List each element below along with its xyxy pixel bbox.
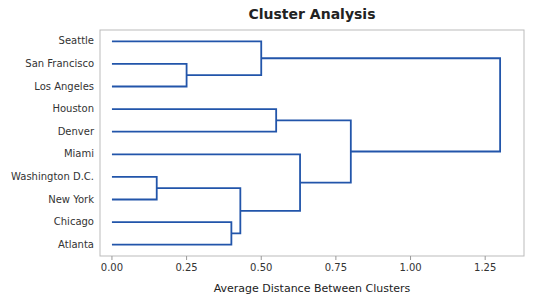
x-tick	[261, 256, 262, 260]
x-tick-label: 0.25	[175, 262, 197, 273]
x-tick	[111, 256, 112, 260]
x-tick-label: 0.50	[250, 262, 272, 273]
cluster-link	[261, 58, 500, 151]
y-tick-label: Atlanta	[58, 239, 94, 250]
x-axis-label: Average Distance Between Clusters	[214, 282, 411, 295]
cluster-link	[112, 41, 261, 75]
cluster-link	[112, 177, 157, 200]
x-tick-label: 1.25	[474, 262, 496, 273]
y-tick-label: San Francisco	[25, 58, 94, 69]
y-tick-label: Washington D.C.	[11, 171, 94, 182]
cluster-link	[157, 188, 241, 233]
y-tick-label: Houston	[52, 103, 94, 114]
cluster-link	[112, 154, 300, 211]
y-tick-label: Miami	[64, 148, 94, 159]
y-tick-label: Denver	[58, 126, 95, 137]
x-tick	[485, 256, 486, 260]
plot-frame	[100, 30, 524, 256]
x-tick	[186, 256, 187, 260]
y-tick-label: Los Angeles	[34, 81, 94, 92]
x-tick	[410, 256, 411, 260]
title: Cluster Analysis	[249, 6, 376, 22]
cluster-link	[112, 222, 231, 245]
links	[112, 41, 500, 244]
cluster-link	[276, 120, 351, 182]
x-tick	[335, 256, 336, 260]
cluster-link	[112, 109, 276, 132]
y-tick-label: New York	[48, 194, 94, 205]
x-tick-label: 0.00	[101, 262, 123, 273]
y-tick-label: Seattle	[59, 35, 94, 46]
chart: Cluster Analysis 0.00 0.25 0.50 0.75 1.00 1.25…	[0, 0, 540, 300]
cluster-link	[112, 64, 187, 87]
y-tick-label: Chicago	[54, 216, 94, 227]
x-tick-label: 0.75	[325, 262, 347, 273]
x-tick-label: 1.00	[399, 262, 421, 273]
